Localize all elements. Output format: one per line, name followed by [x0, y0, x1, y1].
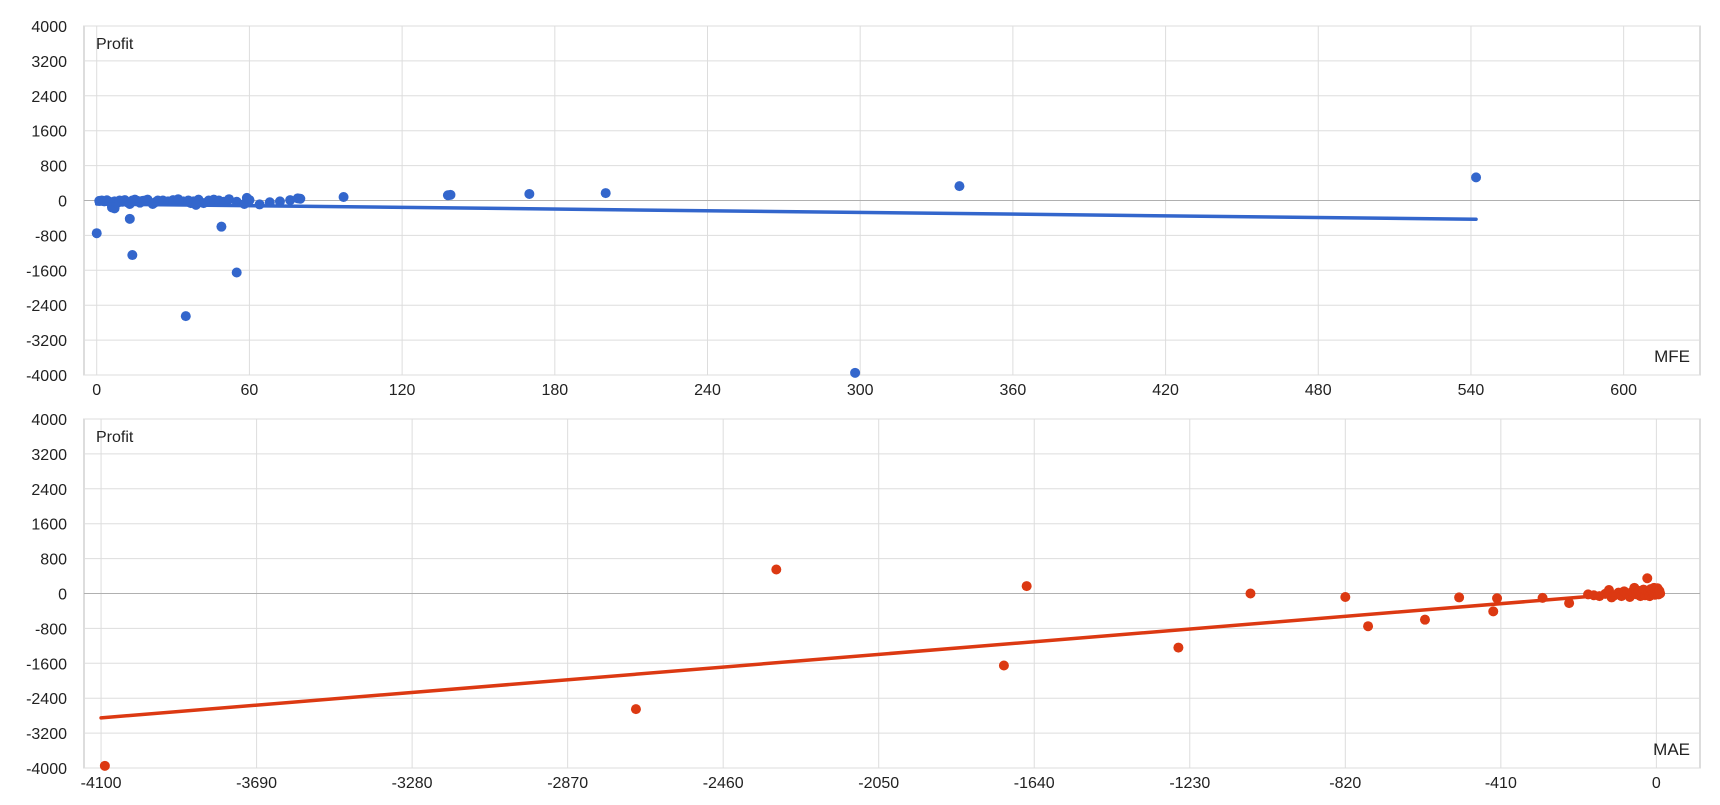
- x-tick-label: -1640: [1014, 775, 1055, 792]
- x-tick-label: 60: [241, 382, 259, 399]
- y-tick-label: 3200: [31, 54, 67, 71]
- data-point: [1492, 593, 1503, 604]
- data-point: [1419, 614, 1430, 625]
- y-tick-label: -4000: [26, 761, 67, 778]
- data-point: [124, 213, 135, 224]
- y-tick-label: -3200: [26, 726, 67, 743]
- data-point: [630, 704, 641, 715]
- y-tick-label: 800: [40, 159, 67, 176]
- data-point: [216, 221, 227, 232]
- y-axis-title: Profit: [96, 36, 134, 53]
- y-tick-label: 2400: [31, 482, 67, 499]
- trendline: [99, 592, 1617, 720]
- data-point: [274, 196, 285, 207]
- y-tick-label: 1600: [31, 124, 67, 141]
- data-point: [224, 194, 235, 205]
- data-point: [295, 193, 306, 204]
- data-point: [1363, 621, 1374, 632]
- y-tick-label: 4000: [31, 412, 67, 429]
- data-point: [1245, 588, 1256, 599]
- y-tick-label: -2400: [26, 691, 67, 708]
- data-point: [99, 760, 110, 771]
- data-point: [231, 267, 242, 278]
- y-tick-label: -3200: [26, 333, 67, 350]
- chart-mfe: 0 60 120 180 240 300 360 420 480 540 600 4000 3200 24…: [26, 19, 1701, 399]
- x-tick-label: -1230: [1169, 775, 1210, 792]
- x-tick-label: -2870: [547, 775, 588, 792]
- x-tick-label: 120: [389, 382, 416, 399]
- data-point: [445, 189, 456, 200]
- data-point: [1173, 642, 1184, 653]
- y-tick-label: -1600: [26, 263, 67, 280]
- y-tick-label: -800: [35, 621, 67, 638]
- x-tick-label: -820: [1329, 775, 1361, 792]
- x-axis-title: MFE: [1654, 347, 1690, 366]
- data-point: [771, 564, 782, 575]
- x-tick-label: 240: [694, 382, 721, 399]
- data-point: [91, 228, 102, 239]
- x-axis-title: MAE: [1653, 740, 1690, 759]
- y-tick-label: -1600: [26, 656, 67, 673]
- data-point: [285, 195, 296, 206]
- y-tick-label: 800: [40, 552, 67, 569]
- data-point: [180, 311, 191, 322]
- y-tick-label: 0: [58, 587, 67, 604]
- y-tick-label: 0: [58, 194, 67, 211]
- x-tick-label: -3280: [392, 775, 433, 792]
- y-tick-label: 4000: [31, 19, 67, 36]
- data-point: [1642, 573, 1653, 584]
- y-tick-label: -4000: [26, 368, 67, 385]
- y-axis-title: Profit: [96, 429, 134, 446]
- data-point: [244, 195, 255, 206]
- data-point: [1454, 592, 1465, 603]
- x-tick-label: -4100: [81, 775, 122, 792]
- data-point: [998, 660, 1009, 671]
- data-point: [524, 188, 535, 199]
- x-tick-label: -410: [1485, 775, 1517, 792]
- data-point: [954, 181, 965, 192]
- data-point: [1021, 581, 1032, 592]
- x-tick-label: 180: [541, 382, 568, 399]
- y-tick-label: 1600: [31, 517, 67, 534]
- x-tick-label: 480: [1305, 382, 1332, 399]
- data-point: [850, 367, 861, 378]
- data-point: [600, 188, 611, 199]
- x-tick-label: 300: [847, 382, 874, 399]
- x-tick-label: -3690: [236, 775, 277, 792]
- data-point: [1340, 591, 1351, 602]
- data-point: [127, 250, 138, 261]
- data-point: [1471, 172, 1482, 183]
- data-point: [1655, 588, 1666, 599]
- trendline: [94, 202, 1478, 222]
- x-tick-label: 0: [1652, 775, 1661, 792]
- y-tick-label: -2400: [26, 298, 67, 315]
- y-tick-label: -800: [35, 228, 67, 245]
- x-tick-label: -2460: [703, 775, 744, 792]
- x-tick-label: 600: [1610, 382, 1637, 399]
- y-tick-label: 2400: [31, 89, 67, 106]
- data-point: [1488, 606, 1499, 617]
- data-point: [338, 192, 349, 203]
- x-tick-label: 540: [1458, 382, 1485, 399]
- chart-mae: -4100 -3690 -3280 -2870 -2460 -2050 -1640 -1230…: [26, 412, 1701, 792]
- x-tick-label: 420: [1152, 382, 1179, 399]
- x-tick-label: 0: [92, 382, 101, 399]
- y-tick-label: 3200: [31, 447, 67, 464]
- data-point: [1564, 598, 1575, 609]
- x-tick-label: -2050: [858, 775, 899, 792]
- x-tick-label: 360: [1000, 382, 1027, 399]
